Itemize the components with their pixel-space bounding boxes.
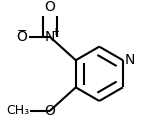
Text: O: O bbox=[44, 104, 55, 118]
Text: O: O bbox=[44, 0, 55, 14]
Text: −: − bbox=[17, 25, 27, 38]
Text: +: + bbox=[51, 27, 59, 37]
Text: CH₃: CH₃ bbox=[6, 104, 29, 117]
Text: N: N bbox=[124, 53, 135, 67]
Text: N: N bbox=[45, 30, 55, 44]
Text: O: O bbox=[16, 30, 27, 44]
